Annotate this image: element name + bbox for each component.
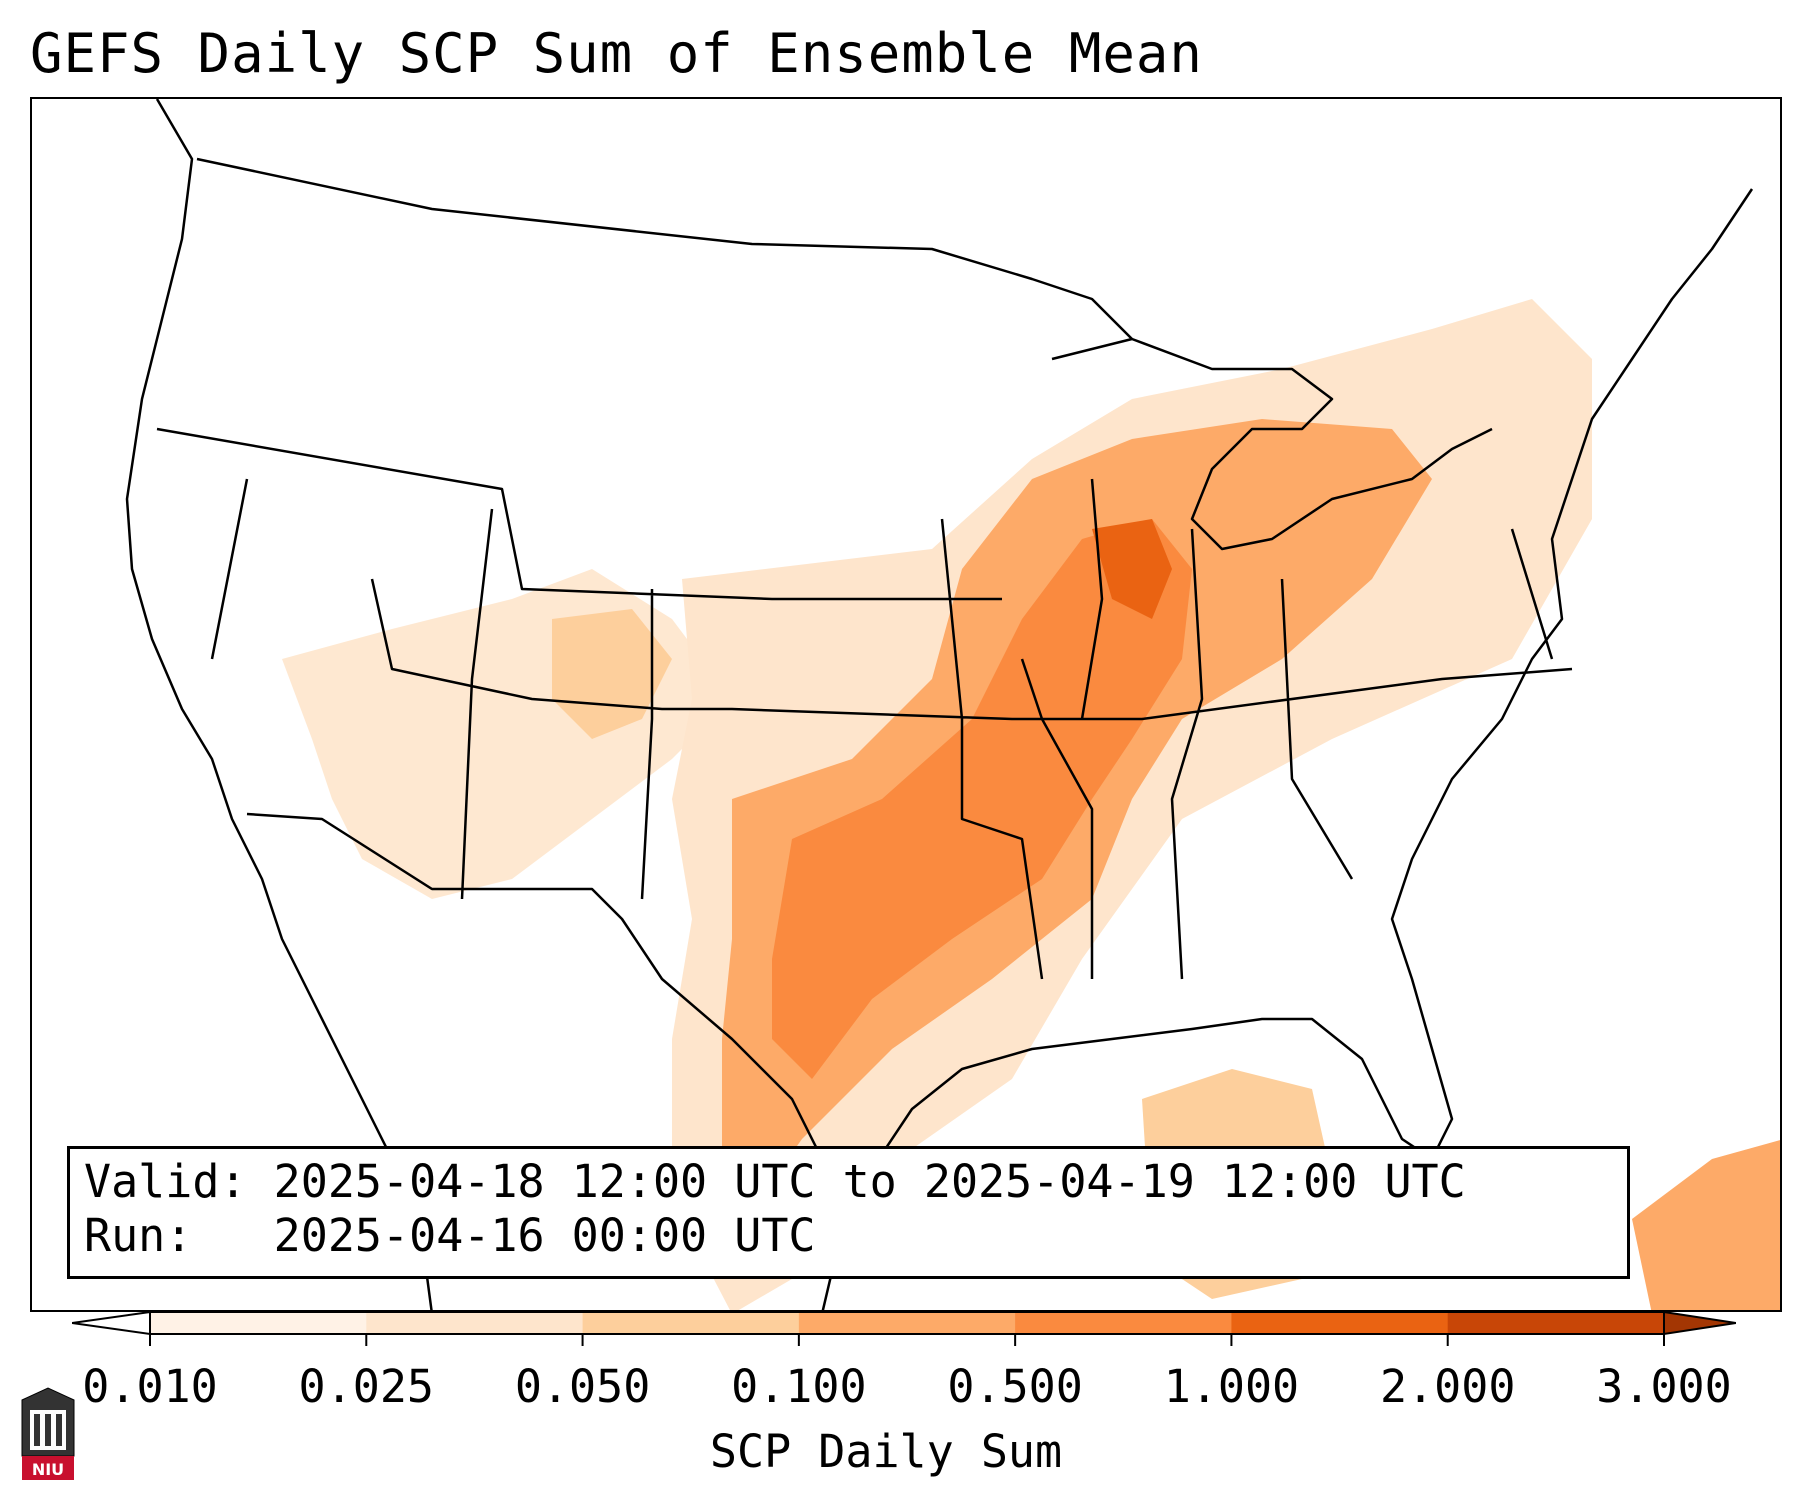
run-value: 2025-04-16 00:00 UTC (273, 1209, 816, 1262)
pacific-coastline (125, 99, 433, 1310)
colorbar-outline (149, 1311, 1665, 1335)
canada-border (196, 157, 1133, 340)
valid-run-box: Valid: 2025-04-18 12:00 UTC to 2025-04-1… (67, 1146, 1630, 1279)
colorbar-extend-high (1663, 1310, 1736, 1336)
map-panel (30, 97, 1782, 1312)
colorbar-tick-label: 0.010 (82, 1360, 218, 1413)
mexico-border (246, 812, 824, 1160)
state-lines (156, 427, 1573, 980)
colorbar-segment (1447, 1312, 1665, 1334)
colorbar-segment (150, 1312, 367, 1334)
scp-area-southwest (282, 569, 732, 899)
colorbar-segments (72, 1310, 1736, 1336)
niu-logo: NIU (21, 1387, 75, 1480)
colorbar-tick-label: 0.050 (514, 1360, 651, 1413)
colorbar-extend-low (72, 1310, 151, 1336)
colorbar-segment (1015, 1312, 1232, 1334)
colorbar-title: SCP Daily Sum (709, 1425, 1063, 1478)
scp-area-max (1092, 519, 1172, 619)
run-label: Run: (84, 1209, 193, 1262)
scp-field (282, 299, 1780, 1310)
great-lakes (1051, 337, 1493, 551)
colorbar-tick-label: 0.500 (947, 1360, 1083, 1413)
atlantic-coastline (821, 188, 1754, 1310)
colorbar-tick-label: 3.000 (1596, 1360, 1732, 1413)
colorbar-ticks (149, 1334, 1665, 1346)
colorbar-tick-label: 2.000 (1379, 1360, 1516, 1413)
colorbar-segment (798, 1312, 1016, 1334)
colorbar-tick-label: 1.000 (1163, 1360, 1300, 1413)
colorbar-segment (1231, 1312, 1449, 1334)
valid-value: 2025-04-18 12:00 UTC to 2025-04-19 12:00… (273, 1155, 1466, 1208)
colorbar-segment (366, 1312, 584, 1334)
scp-area-strong (772, 519, 1192, 1079)
colorbar-segment (582, 1312, 800, 1334)
map-canvas (125, 99, 1780, 1310)
boundaries (125, 99, 1754, 1310)
logo-text: NIU (32, 1460, 64, 1479)
scp-area-caribbean (1632, 1140, 1780, 1310)
valid-label: Valid: (84, 1155, 247, 1208)
colorbar (72, 1310, 1736, 1346)
map-title: GEFS Daily SCP Sum of Ensemble Mean (30, 22, 1203, 85)
colorbar-tick-label: 0.025 (298, 1360, 435, 1413)
colorbar-tick-label: 0.100 (731, 1360, 867, 1413)
